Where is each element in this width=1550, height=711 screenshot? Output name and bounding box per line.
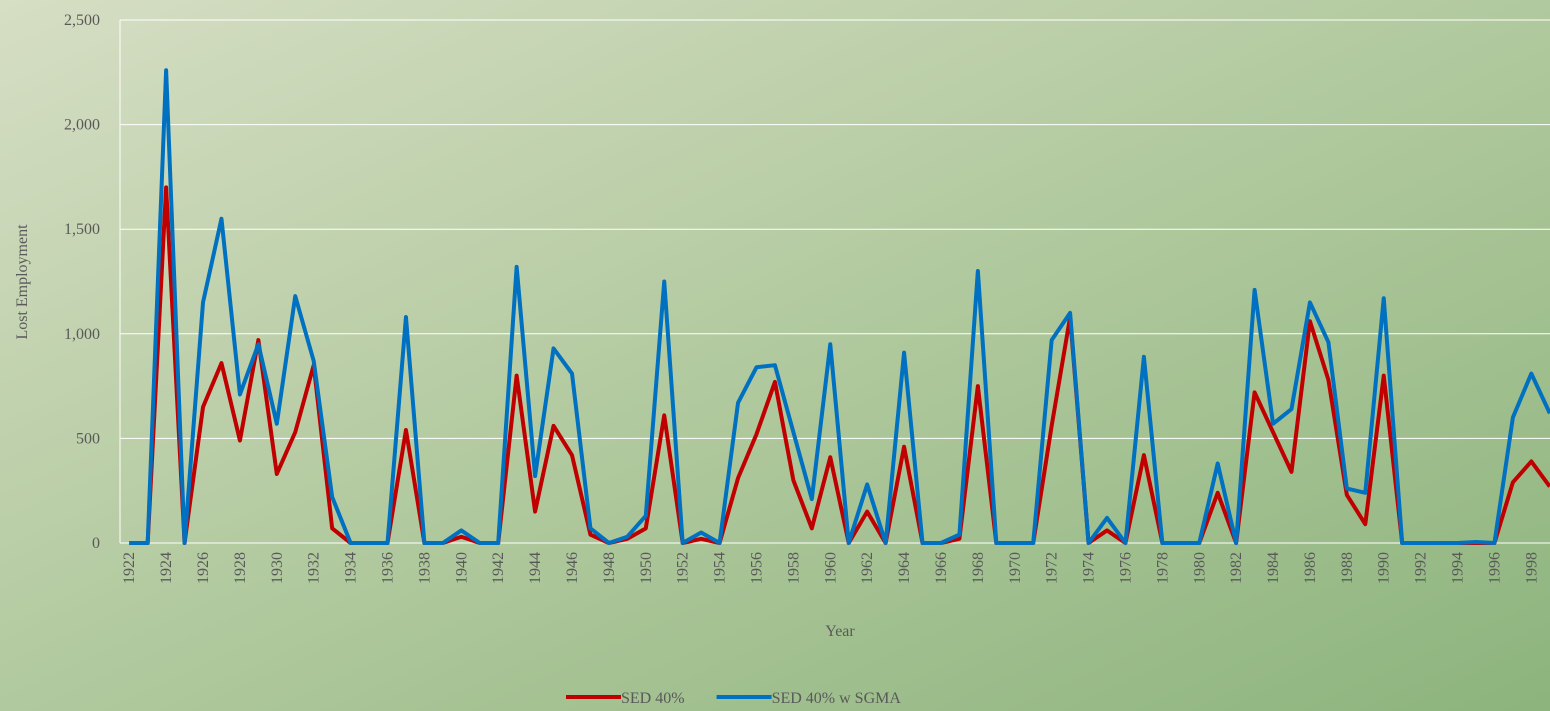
x-tick-label: 1944 (527, 552, 544, 584)
x-tick-label: 1970 (1007, 552, 1024, 584)
x-tick-label: 1954 (712, 552, 729, 584)
x-tick-label: 1936 (380, 552, 397, 584)
x-tick-label: 1974 (1081, 552, 1098, 584)
x-tick-label: 1966 (933, 552, 950, 584)
x-tick-label: 1982 (1228, 552, 1245, 584)
x-tick-label: 1942 (490, 552, 507, 584)
legend-label: SED 40% w SGMA (772, 690, 902, 707)
x-tick-label: 1968 (970, 552, 987, 584)
x-axis-title: Year (825, 623, 855, 640)
y-tick-label: 1,500 (64, 221, 100, 238)
x-tick-label: 1930 (269, 552, 286, 584)
x-tick-label: 1932 (306, 552, 323, 584)
x-tick-label: 1984 (1265, 552, 1282, 584)
x-tick-label: 1940 (453, 552, 470, 584)
x-tick-label: 1922 (121, 552, 138, 584)
x-tick-label: 1962 (859, 552, 876, 584)
x-tick-label: 1924 (158, 552, 175, 584)
line-series (129, 68, 1550, 545)
y-tick-label: 1,000 (64, 326, 100, 343)
x-tick-label: 1950 (638, 552, 655, 584)
x-tick-label: 1988 (1339, 552, 1356, 584)
legend-label: SED 40% (621, 690, 685, 707)
y-tick-label: 2,000 (64, 117, 100, 134)
x-tick-label: 1926 (195, 552, 212, 584)
x-tick-label: 1978 (1154, 552, 1171, 584)
x-tick-label: 1934 (343, 552, 360, 584)
y-axis-title: Lost Employment (14, 224, 31, 340)
x-tick-label: 1964 (896, 552, 913, 584)
y-tick-label: 0 (92, 535, 100, 552)
x-tick-label: 1976 (1117, 552, 1134, 584)
x-tick-label: 1946 (564, 552, 581, 584)
x-tick-label: 1952 (675, 552, 692, 584)
x-tick-label: 1972 (1044, 552, 1061, 584)
x-tick-label: 1992 (1413, 552, 1430, 584)
x-tick-label: 1958 (785, 552, 802, 584)
y-tick-label: 500 (76, 430, 100, 447)
x-tick-label: 1996 (1486, 552, 1503, 584)
x-tick-label: 1938 (416, 552, 433, 584)
x-tick-label: 1928 (232, 552, 249, 584)
x-tick-label: 1948 (601, 552, 618, 584)
x-tick-label: 1990 (1376, 552, 1393, 584)
x-tick-label: 1960 (822, 552, 839, 584)
y-tick-label: 2,500 (64, 12, 100, 29)
x-tick-label: 1998 (1523, 552, 1540, 584)
x-tick-label: 1994 (1450, 552, 1467, 584)
x-tick-label: 1986 (1302, 552, 1319, 584)
x-tick-label: 1956 (748, 552, 765, 584)
x-tick-label: 1980 (1191, 552, 1208, 584)
